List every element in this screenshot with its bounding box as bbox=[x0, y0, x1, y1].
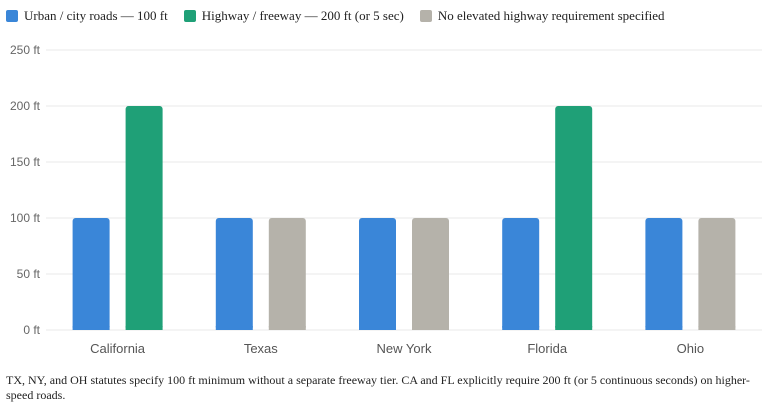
legend-label-highway: Highway / freeway — 200 ft (or 5 sec) bbox=[201, 8, 404, 23]
bar-no-requirement bbox=[412, 218, 449, 330]
legend-label-urban: Urban / city roads — 100 ft bbox=[24, 8, 168, 23]
x-tick-label: California bbox=[90, 341, 146, 356]
x-tick-label: Ohio bbox=[677, 341, 704, 356]
bar-urban-base bbox=[502, 326, 540, 330]
bar-second-base bbox=[268, 326, 306, 330]
bar-urban-base bbox=[215, 326, 253, 330]
legend-swatch-none bbox=[419, 10, 432, 22]
x-tick-label: New York bbox=[377, 341, 432, 356]
x-tick-label: Texas bbox=[244, 341, 278, 356]
bar-urban-base bbox=[72, 326, 110, 330]
legend-item-urban: Urban / city roads — 100 ft bbox=[6, 8, 168, 24]
chart-footnote: TX, NY, and OH statutes specify 100 ft m… bbox=[6, 373, 750, 402]
x-tick-label: Florida bbox=[527, 341, 568, 356]
bar-second-base bbox=[555, 326, 593, 330]
bar-highway bbox=[125, 106, 163, 330]
chart-legend: Urban / city roads — 100 ft Highway / fr… bbox=[6, 7, 681, 25]
bar-urban-base bbox=[359, 326, 396, 330]
bar-urban bbox=[72, 218, 110, 330]
bar-chart: 0 ft 50 ft 100 ft 150 ft 200 ft 250 ft Califor… bbox=[10, 43, 762, 356]
bar-highway bbox=[555, 106, 593, 330]
y-tick-label: 250 ft bbox=[10, 43, 41, 57]
legend-label-none: No elevated highway requirement specifie… bbox=[437, 8, 665, 23]
bar-no-requirement bbox=[698, 218, 736, 330]
bar-no-requirement bbox=[268, 218, 306, 330]
legend-swatch-highway bbox=[183, 10, 196, 22]
bar-urban bbox=[215, 218, 253, 330]
y-tick-label: 200 ft bbox=[10, 99, 41, 113]
bar-second-base bbox=[412, 326, 449, 330]
legend-swatch-urban bbox=[6, 10, 18, 22]
bar-urban bbox=[502, 218, 540, 330]
bar-urban bbox=[359, 218, 396, 330]
legend-item-highway: Highway / freeway — 200 ft (or 5 sec) bbox=[183, 8, 404, 24]
bar-second-base bbox=[698, 326, 736, 330]
legend-item-none: No elevated highway requirement specifie… bbox=[419, 8, 665, 24]
y-tick-label: 100 ft bbox=[10, 211, 41, 225]
y-tick-label: 0 ft bbox=[23, 323, 40, 337]
y-tick-label: 150 ft bbox=[10, 155, 41, 169]
bar-second-base bbox=[125, 326, 163, 330]
bar-urban-base bbox=[645, 326, 683, 330]
bar-urban bbox=[645, 218, 683, 330]
y-tick-label: 50 ft bbox=[17, 267, 41, 281]
